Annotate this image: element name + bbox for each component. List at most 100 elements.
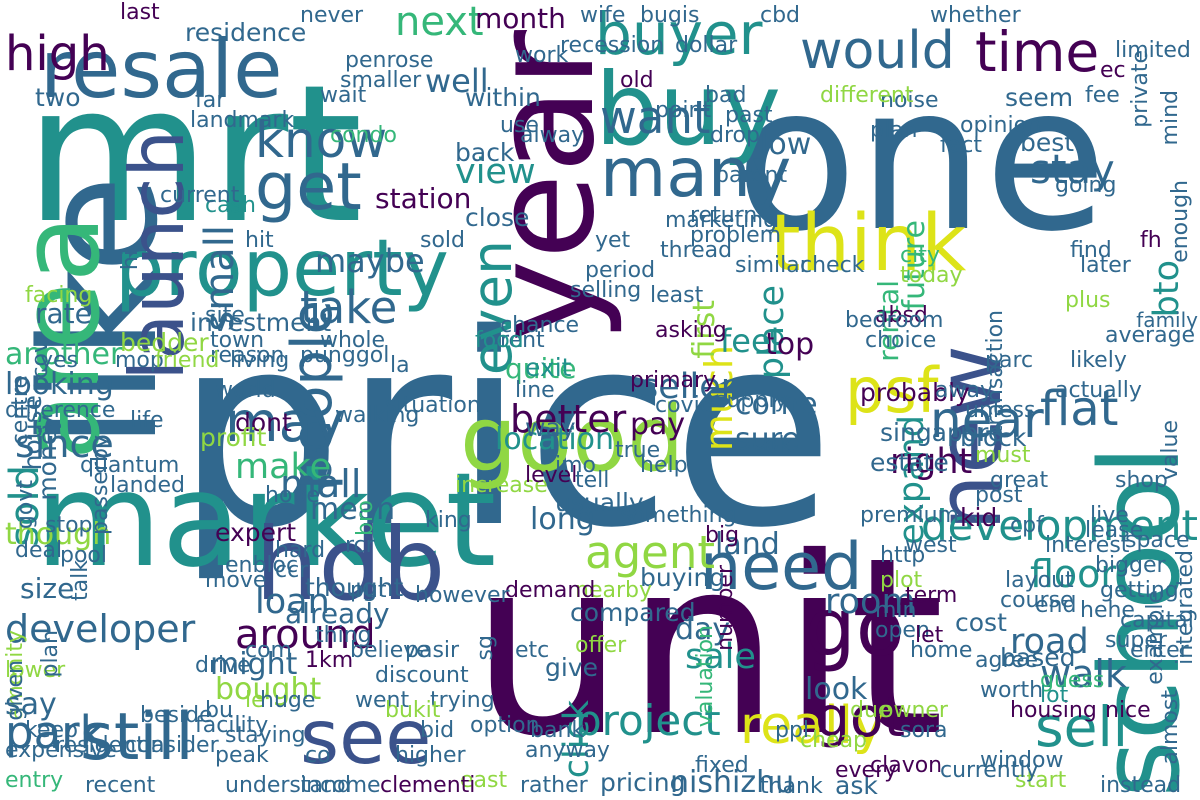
cloud-word: plot <box>880 568 923 593</box>
cloud-word: site <box>205 303 245 328</box>
cloud-word: housing <box>1010 698 1097 723</box>
cloud-word: see <box>300 693 432 781</box>
cloud-word: clavon <box>870 753 943 778</box>
cloud-word: la <box>390 353 410 378</box>
cloud-word: drive <box>195 653 251 678</box>
cloud-word: floor <box>1030 552 1117 596</box>
cloud-word: bought <box>215 672 322 707</box>
cloud-word: home <box>910 638 973 663</box>
cloud-word: term <box>905 583 958 608</box>
cloud-word: within <box>465 83 541 112</box>
cloud-word: today <box>900 263 963 288</box>
cloud-word: sold <box>420 228 465 253</box>
cloud-word: understand <box>225 773 351 798</box>
cloud-word: primary <box>630 368 717 393</box>
cloud-word: deal <box>15 538 63 563</box>
cloud-word: buy <box>595 51 782 168</box>
cloud-word: however <box>415 583 510 608</box>
cloud-word: bad <box>705 83 747 108</box>
cloud-word: away <box>935 378 993 403</box>
cloud-word: resale <box>40 23 283 116</box>
cloud-word: something <box>620 503 737 528</box>
cloud-word: cheap <box>800 728 868 753</box>
cloud-word: lower <box>5 658 66 683</box>
cloud-word: pool <box>60 543 107 568</box>
cloud-word: location <box>495 422 615 457</box>
cloud-word: due <box>850 698 892 723</box>
cloud-word: open <box>875 618 930 643</box>
cloud-word: world <box>215 378 276 403</box>
cloud-word: well <box>425 62 489 100</box>
cloud-word: block <box>960 423 1027 452</box>
cloud-word: back <box>455 138 515 167</box>
cloud-word: think <box>770 199 967 289</box>
cloud-word: later <box>1080 253 1131 278</box>
cloud-word: course <box>1000 588 1074 613</box>
cloud-word: nice <box>1105 698 1151 723</box>
cloud-word: ask <box>835 771 878 800</box>
cloud-word: difference <box>5 398 116 423</box>
cloud-word: asking <box>655 318 727 343</box>
cloud-word: sora <box>900 718 948 743</box>
cloud-word: yes <box>40 348 79 373</box>
cloud-word: investment <box>190 308 332 337</box>
cloud-word: end <box>1035 593 1077 618</box>
cloud-word: ppl <box>775 718 810 743</box>
cloud-word: limited <box>1115 38 1191 63</box>
cloud-word: ccr <box>275 558 309 583</box>
cloud-word: food <box>475 328 524 353</box>
cloud-word: facility <box>195 713 269 738</box>
cloud-word: got <box>815 685 906 749</box>
cloud-word: never <box>300 3 364 28</box>
cloud-word: ec <box>1100 58 1126 83</box>
cloud-word: developer <box>5 607 196 651</box>
cloud-word: discount <box>375 663 469 688</box>
cloud-word: probably <box>860 378 970 407</box>
cloud-word: option <box>470 713 540 738</box>
cloud-word: market <box>35 444 497 596</box>
cloud-word: bu <box>205 698 233 723</box>
cloud-word: condo <box>330 123 397 148</box>
cloud-word: better <box>510 397 627 441</box>
cloud-word: look <box>805 672 868 707</box>
cloud-word: plan <box>870 118 918 143</box>
cloud-word: move <box>205 568 267 593</box>
cloud-word: far <box>195 88 226 113</box>
cloud-word: east <box>460 768 508 793</box>
cloud-word: residence <box>185 18 307 47</box>
cloud-word: offer <box>575 633 627 658</box>
cloud-word: nearby <box>575 578 652 603</box>
cloud-word: fee <box>1085 83 1120 108</box>
cloud-word: fh <box>1140 228 1162 253</box>
cloud-word: one <box>735 43 1108 276</box>
cloud-word: almost <box>1158 690 1183 765</box>
cloud-word: give <box>545 653 598 682</box>
cloud-word: example <box>1143 590 1168 685</box>
cloud-word: smaller <box>340 68 422 93</box>
cloud-word: seem <box>1005 83 1074 112</box>
cloud-word: low <box>760 127 812 162</box>
cloud-word: big <box>705 523 740 548</box>
cloud-word: dont <box>235 408 292 437</box>
cloud-word: thank <box>760 774 823 799</box>
cloud-word: expert <box>215 518 297 547</box>
cloud-word: road <box>1010 622 1089 662</box>
cloud-word: plan <box>38 630 63 678</box>
cloud-word: clementi <box>380 773 476 798</box>
cloud-word: going <box>1055 173 1117 198</box>
cloud-word: went <box>355 688 410 713</box>
cloud-word: agree <box>975 648 1039 673</box>
cloud-word: looking <box>5 367 114 402</box>
cloud-word: buyer <box>595 0 763 68</box>
cloud-word: live <box>1090 503 1129 528</box>
cloud-word: point <box>655 98 712 123</box>
cloud-word: though <box>5 517 112 552</box>
cloud-word: right <box>890 442 973 482</box>
cloud-word: price <box>175 278 835 586</box>
cloud-word: mrt <box>25 44 363 265</box>
cloud-word: compared <box>570 598 696 627</box>
cloud-word: landed <box>110 473 186 498</box>
cloud-word: getting <box>1100 578 1179 603</box>
cloud-word: least <box>650 283 704 308</box>
cloud-word: higher <box>395 743 466 768</box>
